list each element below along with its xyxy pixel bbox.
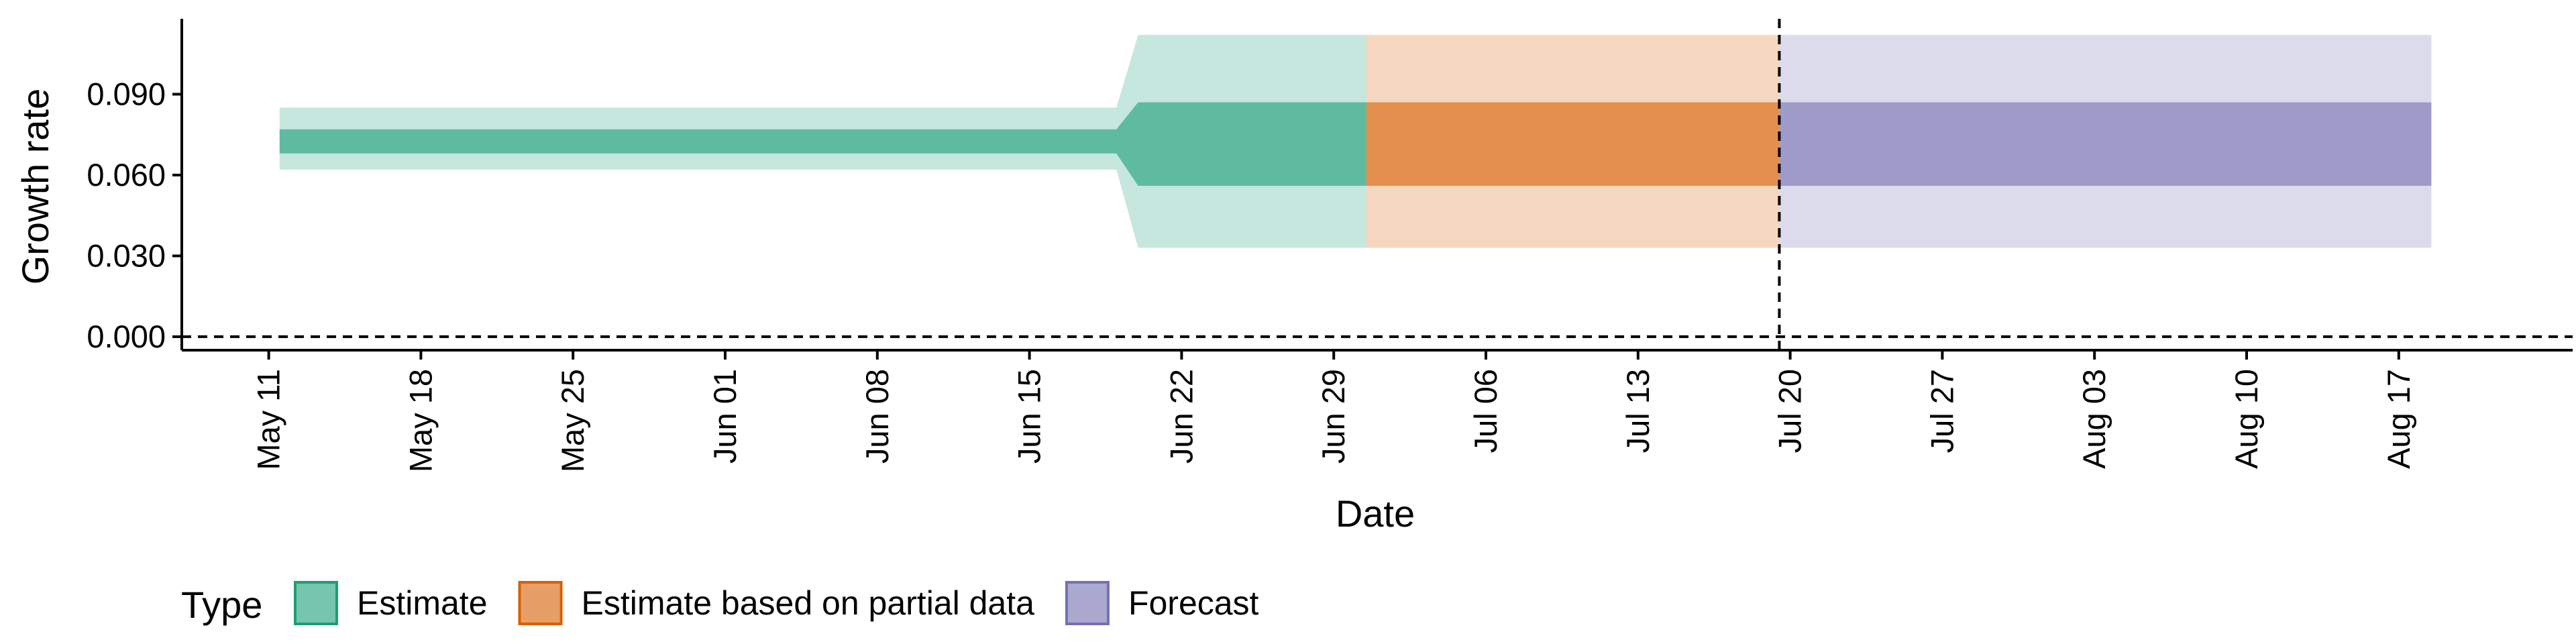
x-tick-label: Jun 08: [859, 369, 895, 464]
x-tick-label: Jul 13: [1620, 369, 1656, 453]
x-tick-label: May 18: [402, 369, 438, 472]
legend-label-estimate-based-on-partial-data: Estimate based on partial data: [582, 584, 1035, 622]
x-tick-label: Jun 15: [1012, 369, 1047, 464]
x-tick-label: Aug 17: [2381, 369, 2416, 469]
legend-swatch-estimate: [294, 581, 338, 625]
legend: Type Estimate Estimate based on partial d…: [181, 581, 1259, 626]
x-tick-label: Jun 22: [1163, 369, 1199, 464]
y-tick-label: 0.060: [87, 157, 166, 193]
x-tick-label: May 11: [251, 369, 286, 470]
y-tick-label: 0.090: [87, 76, 166, 111]
legend-title: Type: [181, 584, 262, 626]
y-tick-label: 0.000: [87, 319, 166, 354]
x-tick-label: Jul 27: [1924, 369, 1960, 453]
reference-line-layer: [182, 19, 2573, 350]
band-inner-estimate-based-on-partial-data: [1366, 102, 1780, 186]
ribbon-layer: [279, 35, 2432, 248]
x-tick-label: Aug 03: [2076, 369, 2112, 469]
axes-layer: [180, 19, 2573, 352]
y-tick-label: 0.030: [87, 237, 166, 273]
x-tick-label: Jul 06: [1468, 369, 1503, 453]
legend-label-estimate: Estimate: [357, 584, 488, 622]
tick-layer: 0.000 0.030 0.060 0.090 May 11 May 18 May 25 Ju…: [87, 76, 2416, 472]
x-tick-label: Aug 10: [2229, 369, 2264, 469]
x-tick-label: Jun 29: [1316, 369, 1351, 464]
band-inner-estimate: [279, 102, 1366, 186]
y-axis-title: Growth rate: [14, 89, 56, 285]
x-tick-label: Jun 01: [707, 369, 743, 464]
x-tick-label: May 25: [555, 369, 590, 472]
band-inner-forecast: [1779, 102, 2432, 186]
x-tick-label: Jul 20: [1772, 369, 1808, 453]
legend-swatch-forecast: [1065, 581, 1110, 625]
legend-swatch-estimate-based-on-partial-data: [518, 581, 563, 625]
x-axis-title: Date: [1336, 492, 1415, 535]
legend-label-forecast: Forecast: [1128, 584, 1259, 622]
